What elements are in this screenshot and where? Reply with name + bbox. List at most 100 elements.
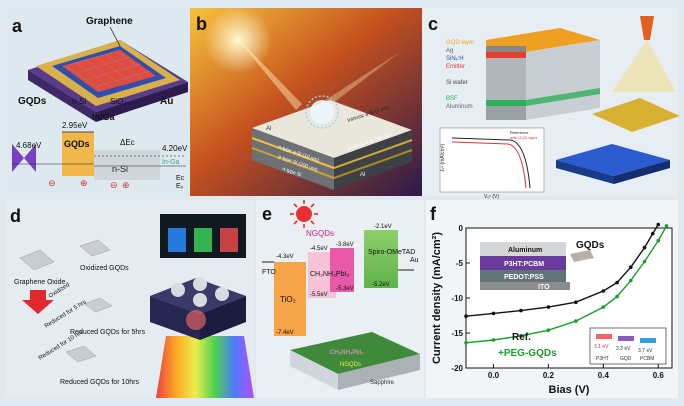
panel-letter-e: e [262,204,272,224]
si-wafer-side [526,40,600,120]
pedot-layer [480,270,566,282]
label-gqds-band: GQDs [64,139,90,149]
data-point [601,289,606,293]
down-arrow [22,290,54,314]
data-point [642,259,647,264]
stack-side [334,130,412,190]
label-sub-sapphire: Sapphire [370,380,395,386]
tio2-bar [274,262,306,336]
label-perovskite: CH₃NH₃PbI₃ [310,271,349,278]
y-tick-label: -5 [456,259,464,268]
data-point [464,341,468,345]
label-ln3: PCBM [640,356,654,362]
gqds-flake [570,250,594,262]
dot-3 [193,293,207,307]
ito-layer [480,282,570,290]
label-lv1: 3.1 eV [594,344,609,350]
data-point [519,334,523,338]
data-point [650,231,655,236]
label-ngqds: NGQDs [306,229,334,238]
gqds-band [62,132,94,176]
label-p3ht: P3HT:PCBM [504,261,544,268]
data-point [629,265,633,270]
data-point [656,238,661,243]
sun-icon [296,206,312,222]
data-point [629,278,633,283]
layer-label: BSF [446,96,458,102]
y-tick-label: 0 [459,224,464,233]
label-e38: -3.8eV [336,242,354,248]
x-tick-label: 0.2 [543,371,555,380]
layer-label-list: GQD layer Ag SiNₓ:H Emitter Si wafer BSF Alumi… [446,40,474,110]
label-delta-ec: ΔEᴄ [120,138,135,147]
label-al-bottom: Al [360,172,365,178]
label-sio2: SiO₂ [110,97,126,106]
label-e43: -4.3eV [276,254,294,260]
data-point [601,305,606,309]
y-tick-label: -20 [451,364,463,373]
layer-label: Aluminum [446,104,473,110]
label-e53: -5.3eV [336,286,354,292]
label-au-e: Au [410,257,419,264]
label-reduced5: Reduced GQDs for 5hrs [70,329,146,336]
data-point [656,222,661,227]
nsi-region [62,50,156,92]
graphene-cone-top [12,144,24,172]
label-au: Au [160,96,173,107]
label-oxidized-gqds: Oxidized GQDs [80,265,129,272]
label-aluminum: Aluminum [508,247,542,254]
charge-minus-2: ⊖ [110,180,118,190]
panel-letter-d: d [10,206,21,226]
panel-letter-f: f [430,204,437,224]
reduced10-flake [65,345,97,363]
layer-label: Ag [446,48,453,54]
panel-letter-a: a [12,16,23,36]
y-axis-label: Current density (mA/cm²) [431,232,443,364]
vial-blue [168,228,186,252]
data-point [464,314,468,319]
label-e55: -5.5eV [310,292,328,298]
layer-label: Si wafer [446,80,468,86]
y-tick-label: -10 [451,294,463,303]
y-tick-label: -15 [451,329,463,338]
dot-4 [215,287,229,301]
top-layer [252,100,412,158]
reduced5-flake [83,297,113,313]
charge-minus-1: ⊖ [48,178,56,188]
label-ln2: GQD [620,356,632,362]
label-lv3: 3.7 eV [638,348,653,354]
perovskite-bar [330,248,354,292]
layer-label: Emitter [446,64,465,70]
spray-cone [612,40,676,92]
chart-series [464,222,669,345]
label-inga: In/Ga [92,112,115,122]
label-inga-band: In-Ga [162,159,180,166]
sub-device-top [290,332,420,374]
label-e468: 4.68eV [16,141,42,150]
label-peg: +PEG-GQDs [498,348,557,359]
label-ito: ITO [538,284,550,291]
sun-glow [204,6,272,74]
panel-letter-b: b [196,14,207,34]
inset-curve-gqd [451,141,527,189]
stack-front [252,128,334,190]
graphene-oxide-flake [19,249,55,271]
panel-letter-c: c [428,14,438,34]
data-point [546,305,551,309]
data-point [664,224,669,228]
label-reduced10: Reduced GQDs for 10hrs [60,379,139,386]
data-point [642,245,647,250]
substrate [592,98,680,132]
label-e21: -2.1eV [374,224,392,230]
inset-xlabel: Vₒᶜ (V) [484,194,499,200]
data-point [491,311,496,316]
inset-legend-ref: Reference [510,130,529,135]
charge-plus-2: ⊕ [122,180,130,190]
panel-b: b Al Intrinsic a-Si (2 nm) n-type a-Si (… [190,6,422,196]
vial-green [194,228,212,252]
chart-axes: 0.0 0.2 0.4 0.6 0 -5 -10 -15 -20 [451,224,664,380]
p3ht-layer [480,256,566,270]
label-ev: Eᵥ [176,183,184,190]
data-point [574,300,578,305]
